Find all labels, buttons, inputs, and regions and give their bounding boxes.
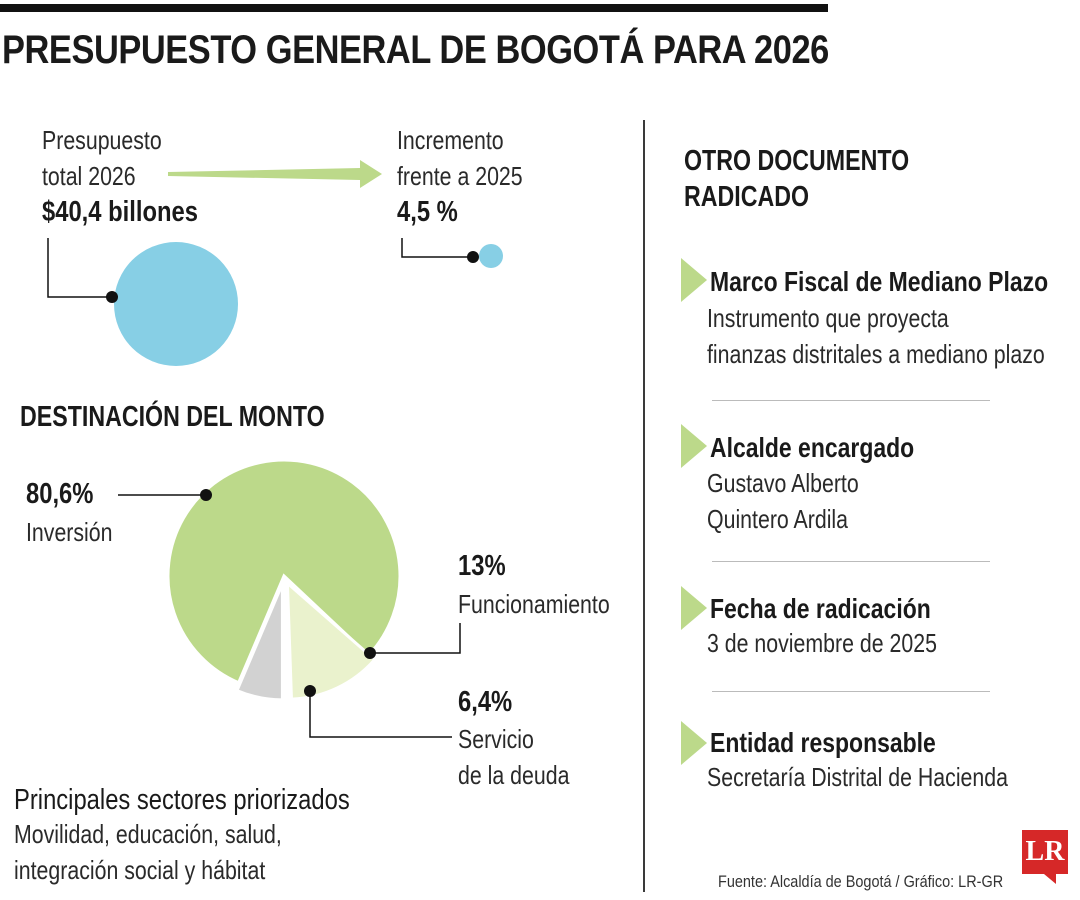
doc-item-line1: Instrumento que proyecta [707, 303, 949, 333]
lr-logo-tail [1044, 874, 1056, 884]
sectors-line2: integración social y hábitat [14, 855, 266, 885]
pie-chart [118, 458, 461, 738]
pie-slice-deuda [235, 583, 284, 702]
source-note: Fuente: Alcaldía de Bogotá / Gráfico: LR… [718, 872, 1004, 891]
doc-item-title: Entidad responsable [710, 727, 936, 758]
increment-label-line2: frente a 2025 [397, 161, 523, 191]
bullet-arrow-icon [681, 258, 707, 302]
deuda-name-line1: Servicio [458, 724, 534, 754]
inversion-name: Inversión [26, 517, 113, 547]
funcionamiento-leader [370, 623, 461, 654]
deuda-name-line2: de la deuda [458, 760, 570, 790]
budget-label-line2: total 2026 [42, 161, 136, 191]
budget-circle [114, 242, 238, 366]
doc-item-title: Fecha de radicación [710, 593, 931, 624]
budget-label-line1: Presupuesto [42, 125, 162, 155]
inversion-leader-dot [200, 489, 212, 501]
deuda-value-label: 6,4% [458, 686, 513, 718]
increment-leader-dot [467, 251, 479, 263]
budget-graphics [47, 160, 503, 366]
budget-leader [47, 238, 112, 298]
increment-leader [401, 238, 473, 258]
inversion-value-label: 80,6% [26, 478, 94, 510]
bullet-arrow-icon [681, 721, 707, 765]
budget-leader-dot [106, 291, 118, 303]
funcionamiento-leader-dot [364, 647, 376, 659]
item-separator [712, 400, 990, 401]
increment-label-line1: Incremento [397, 125, 504, 155]
lr-logo: LR [1022, 830, 1068, 874]
sectors-heading: Principales sectores priorizados [14, 784, 350, 816]
doc-item-title: Alcalde encargado [710, 432, 915, 463]
increment-arrow [168, 160, 382, 188]
page-title: PRESUPUESTO GENERAL DE BOGOTÁ PARA 2026 [2, 28, 829, 72]
doc-item-line1: Secretaría Distrital de Hacienda [707, 762, 1008, 792]
deuda-leader-dot [304, 685, 316, 697]
bullet-arrow-icon [681, 586, 707, 630]
item-separator [712, 561, 990, 562]
other-doc-heading-line2: RADICADO [684, 181, 810, 213]
increment-circle [479, 244, 503, 268]
doc-item-line2: Quintero Ardila [707, 504, 849, 534]
pie-slice-funcionamiento [285, 579, 377, 701]
destination-heading: DESTINACIÓN DEL MONTO [20, 401, 325, 433]
doc-item-title: Marco Fiscal de Mediano Plazo [710, 266, 1049, 297]
item-separator [712, 691, 990, 692]
doc-item-line1: 3 de noviembre de 2025 [707, 628, 937, 658]
budget-value: $40,4 billones [42, 196, 198, 228]
pie-slice-inversion [166, 458, 402, 685]
doc-item-line1: Gustavo Alberto [707, 468, 859, 498]
sectors-line1: Movilidad, educación, salud, [14, 819, 282, 849]
other-doc-heading-line1: OTRO DOCUMENTO [684, 145, 910, 177]
doc-item-line2: finanzas distritales a mediano plazo [707, 339, 1045, 369]
funcionamiento-value-label: 13% [458, 550, 506, 582]
top-rule [0, 4, 828, 12]
funcionamiento-name: Funcionamiento [458, 589, 610, 619]
increment-value: 4,5 % [397, 196, 458, 228]
bullet-arrow-icon [681, 424, 707, 468]
column-divider [643, 120, 645, 892]
deuda-leader [309, 691, 452, 738]
